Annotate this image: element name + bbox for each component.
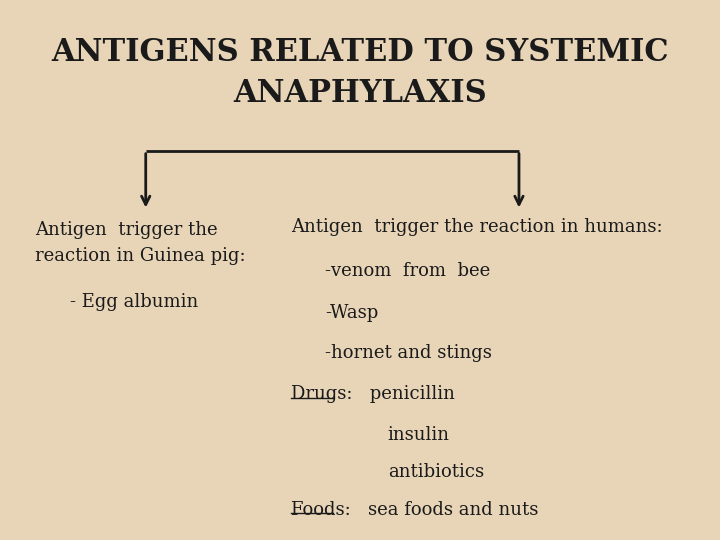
Text: ANTIGENS RELATED TO SYSTEMIC: ANTIGENS RELATED TO SYSTEMIC bbox=[51, 37, 669, 68]
Text: Antigen  trigger the reaction in humans:: Antigen trigger the reaction in humans: bbox=[291, 218, 662, 236]
Text: Antigen  trigger the: Antigen trigger the bbox=[35, 221, 217, 239]
Text: -Wasp: -Wasp bbox=[325, 303, 379, 322]
Text: insulin: insulin bbox=[387, 426, 450, 443]
Text: reaction in Guinea pig:: reaction in Guinea pig: bbox=[35, 247, 246, 265]
Text: antibiotics: antibiotics bbox=[387, 463, 484, 481]
Text: -venom  from  bee: -venom from bee bbox=[325, 262, 491, 280]
Text: ANAPHYLAXIS: ANAPHYLAXIS bbox=[233, 78, 487, 109]
Text: Foods:   sea foods and nuts: Foods: sea foods and nuts bbox=[291, 501, 539, 519]
Text: Drugs:   penicillin: Drugs: penicillin bbox=[291, 385, 455, 403]
Text: -hornet and stings: -hornet and stings bbox=[325, 343, 492, 362]
Text: - Egg albumin: - Egg albumin bbox=[70, 293, 198, 312]
